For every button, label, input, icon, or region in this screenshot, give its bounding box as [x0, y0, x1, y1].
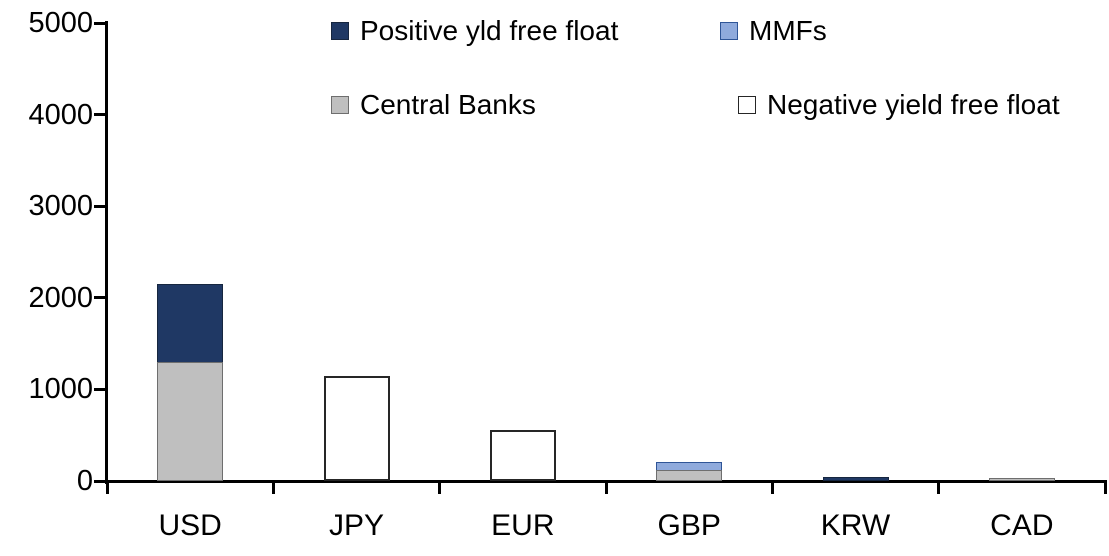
legend-label: MMFs [749, 15, 827, 46]
bar-segment-usd [157, 361, 224, 481]
legend-item-mmfs: MMFs [720, 16, 827, 46]
x-axis-tick [1103, 482, 1107, 494]
legend-swatch-mmfs [720, 22, 738, 40]
y-axis-tick-label: 0 [76, 465, 93, 497]
y-axis-tick [94, 113, 105, 117]
legend-swatch-central-banks [331, 96, 349, 114]
x-axis-tick [604, 482, 608, 494]
x-axis-tick [438, 482, 442, 494]
y-axis-tick [94, 387, 105, 391]
legend-item-negative-yield-free-float: Negative yield free float [738, 90, 1060, 120]
y-axis-tick [94, 479, 105, 483]
y-axis-tick-label: 3000 [28, 190, 93, 223]
legend-label: Central Banks [360, 89, 536, 120]
legend-item-central-banks: Central Banks [331, 90, 536, 120]
category-label-gbp: GBP [657, 509, 721, 542]
x-axis-tick [937, 482, 941, 494]
x-axis-line [105, 480, 1107, 483]
y-axis-line [105, 21, 108, 484]
y-axis-tick-label: 5000 [28, 7, 93, 39]
bar-segment-eur [489, 429, 556, 481]
y-axis-tick [94, 296, 105, 300]
bar-segment-krw [822, 476, 889, 481]
bar-segment-gbp [656, 470, 723, 481]
y-axis-tick [94, 204, 105, 208]
category-label-cad: CAD [990, 509, 1054, 542]
x-axis-tick [105, 482, 109, 494]
legend-label: Positive yld free float [360, 15, 619, 46]
y-axis-tick-label: 1000 [28, 373, 93, 406]
legend-swatch-positive-yld-free-float [331, 22, 349, 40]
legend-label: Negative yield free float [767, 89, 1060, 120]
legend-item-positive-yld-free-float: Positive yld free float [331, 16, 618, 46]
y-axis-tick-label: 4000 [28, 98, 93, 131]
category-label-jpy: JPY [328, 509, 384, 542]
x-axis-tick [770, 482, 774, 494]
bar-segment-cad [988, 478, 1055, 481]
category-label-krw: KRW [820, 509, 891, 542]
category-label-usd: USD [158, 509, 222, 542]
legend-swatch-negative-yield-free-float [738, 96, 756, 114]
y-axis-tick-label: 2000 [28, 281, 93, 314]
y-axis-tick [94, 21, 105, 25]
category-label-eur: EUR [491, 509, 555, 542]
x-axis-tick [271, 482, 275, 494]
bar-segment-jpy [323, 375, 390, 481]
